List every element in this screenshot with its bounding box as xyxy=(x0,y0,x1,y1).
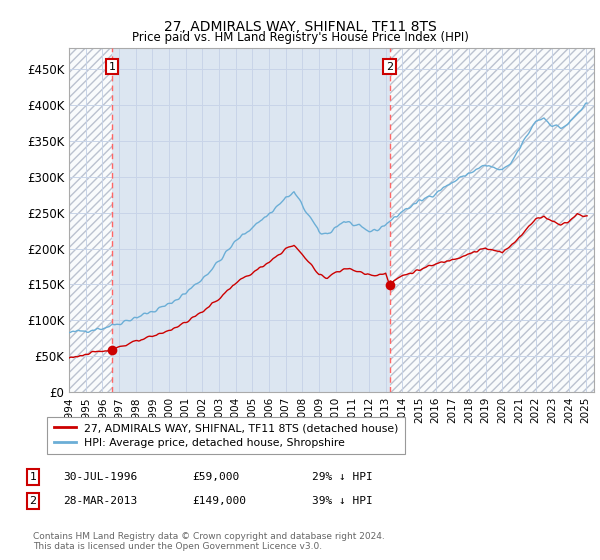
Text: £59,000: £59,000 xyxy=(192,472,239,482)
Legend: 27, ADMIRALS WAY, SHIFNAL, TF11 8TS (detached house), HPI: Average price, detach: 27, ADMIRALS WAY, SHIFNAL, TF11 8TS (det… xyxy=(47,417,405,454)
Text: 28-MAR-2013: 28-MAR-2013 xyxy=(63,496,137,506)
Text: 30-JUL-1996: 30-JUL-1996 xyxy=(63,472,137,482)
Bar xyxy=(389,48,594,392)
Text: Contains HM Land Registry data © Crown copyright and database right 2024.
This d: Contains HM Land Registry data © Crown c… xyxy=(33,532,385,552)
Text: 29% ↓ HPI: 29% ↓ HPI xyxy=(312,472,373,482)
Text: 2: 2 xyxy=(29,496,37,506)
Text: £149,000: £149,000 xyxy=(192,496,246,506)
Text: 1: 1 xyxy=(29,472,37,482)
Text: 39% ↓ HPI: 39% ↓ HPI xyxy=(312,496,373,506)
Text: 27, ADMIRALS WAY, SHIFNAL, TF11 8TS: 27, ADMIRALS WAY, SHIFNAL, TF11 8TS xyxy=(164,20,436,34)
Text: Price paid vs. HM Land Registry's House Price Index (HPI): Price paid vs. HM Land Registry's House … xyxy=(131,31,469,44)
Text: 2: 2 xyxy=(386,62,393,72)
Text: 1: 1 xyxy=(109,62,115,72)
Bar xyxy=(69,48,112,392)
